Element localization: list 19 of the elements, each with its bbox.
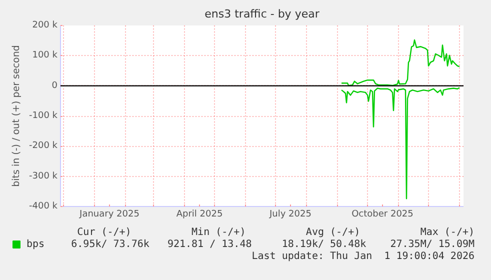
y-tick-label: -200 k xyxy=(29,141,58,152)
x-tick-label: July 2025 xyxy=(268,210,312,220)
text: 6.95k/ 73.76k 921.81 / 13.48 18.19k/ 50.48k 27.35M/ 15.09M xyxy=(71,239,474,250)
y-tick-label: 100 k xyxy=(32,50,58,61)
y-tick-label: -100 k xyxy=(29,111,58,121)
legend-label: bps xyxy=(26,239,45,250)
line-series xyxy=(340,87,460,200)
chart-title: ens3 traffic - by year xyxy=(204,8,320,20)
y-tick-label: -400 k xyxy=(29,202,58,212)
y-axis-title: bits in (-) / out (+) per second xyxy=(11,45,22,187)
text: Cur (-/+) Min (-/+) Avg (-/+) Max (-/+) xyxy=(77,227,475,238)
x-tick-label: January 2025 xyxy=(78,210,140,220)
y-tick-label: -300 k xyxy=(29,171,58,182)
text: Last update: Thu Jan 1 19:00:04 2026 xyxy=(252,251,475,262)
line-series xyxy=(340,39,460,86)
x-tick-label: October 2025 xyxy=(352,210,414,220)
x-tick-label: April 2025 xyxy=(176,210,223,220)
y-tick-label: 0 xyxy=(52,80,58,91)
y-tick-label: 200 k xyxy=(32,20,58,30)
